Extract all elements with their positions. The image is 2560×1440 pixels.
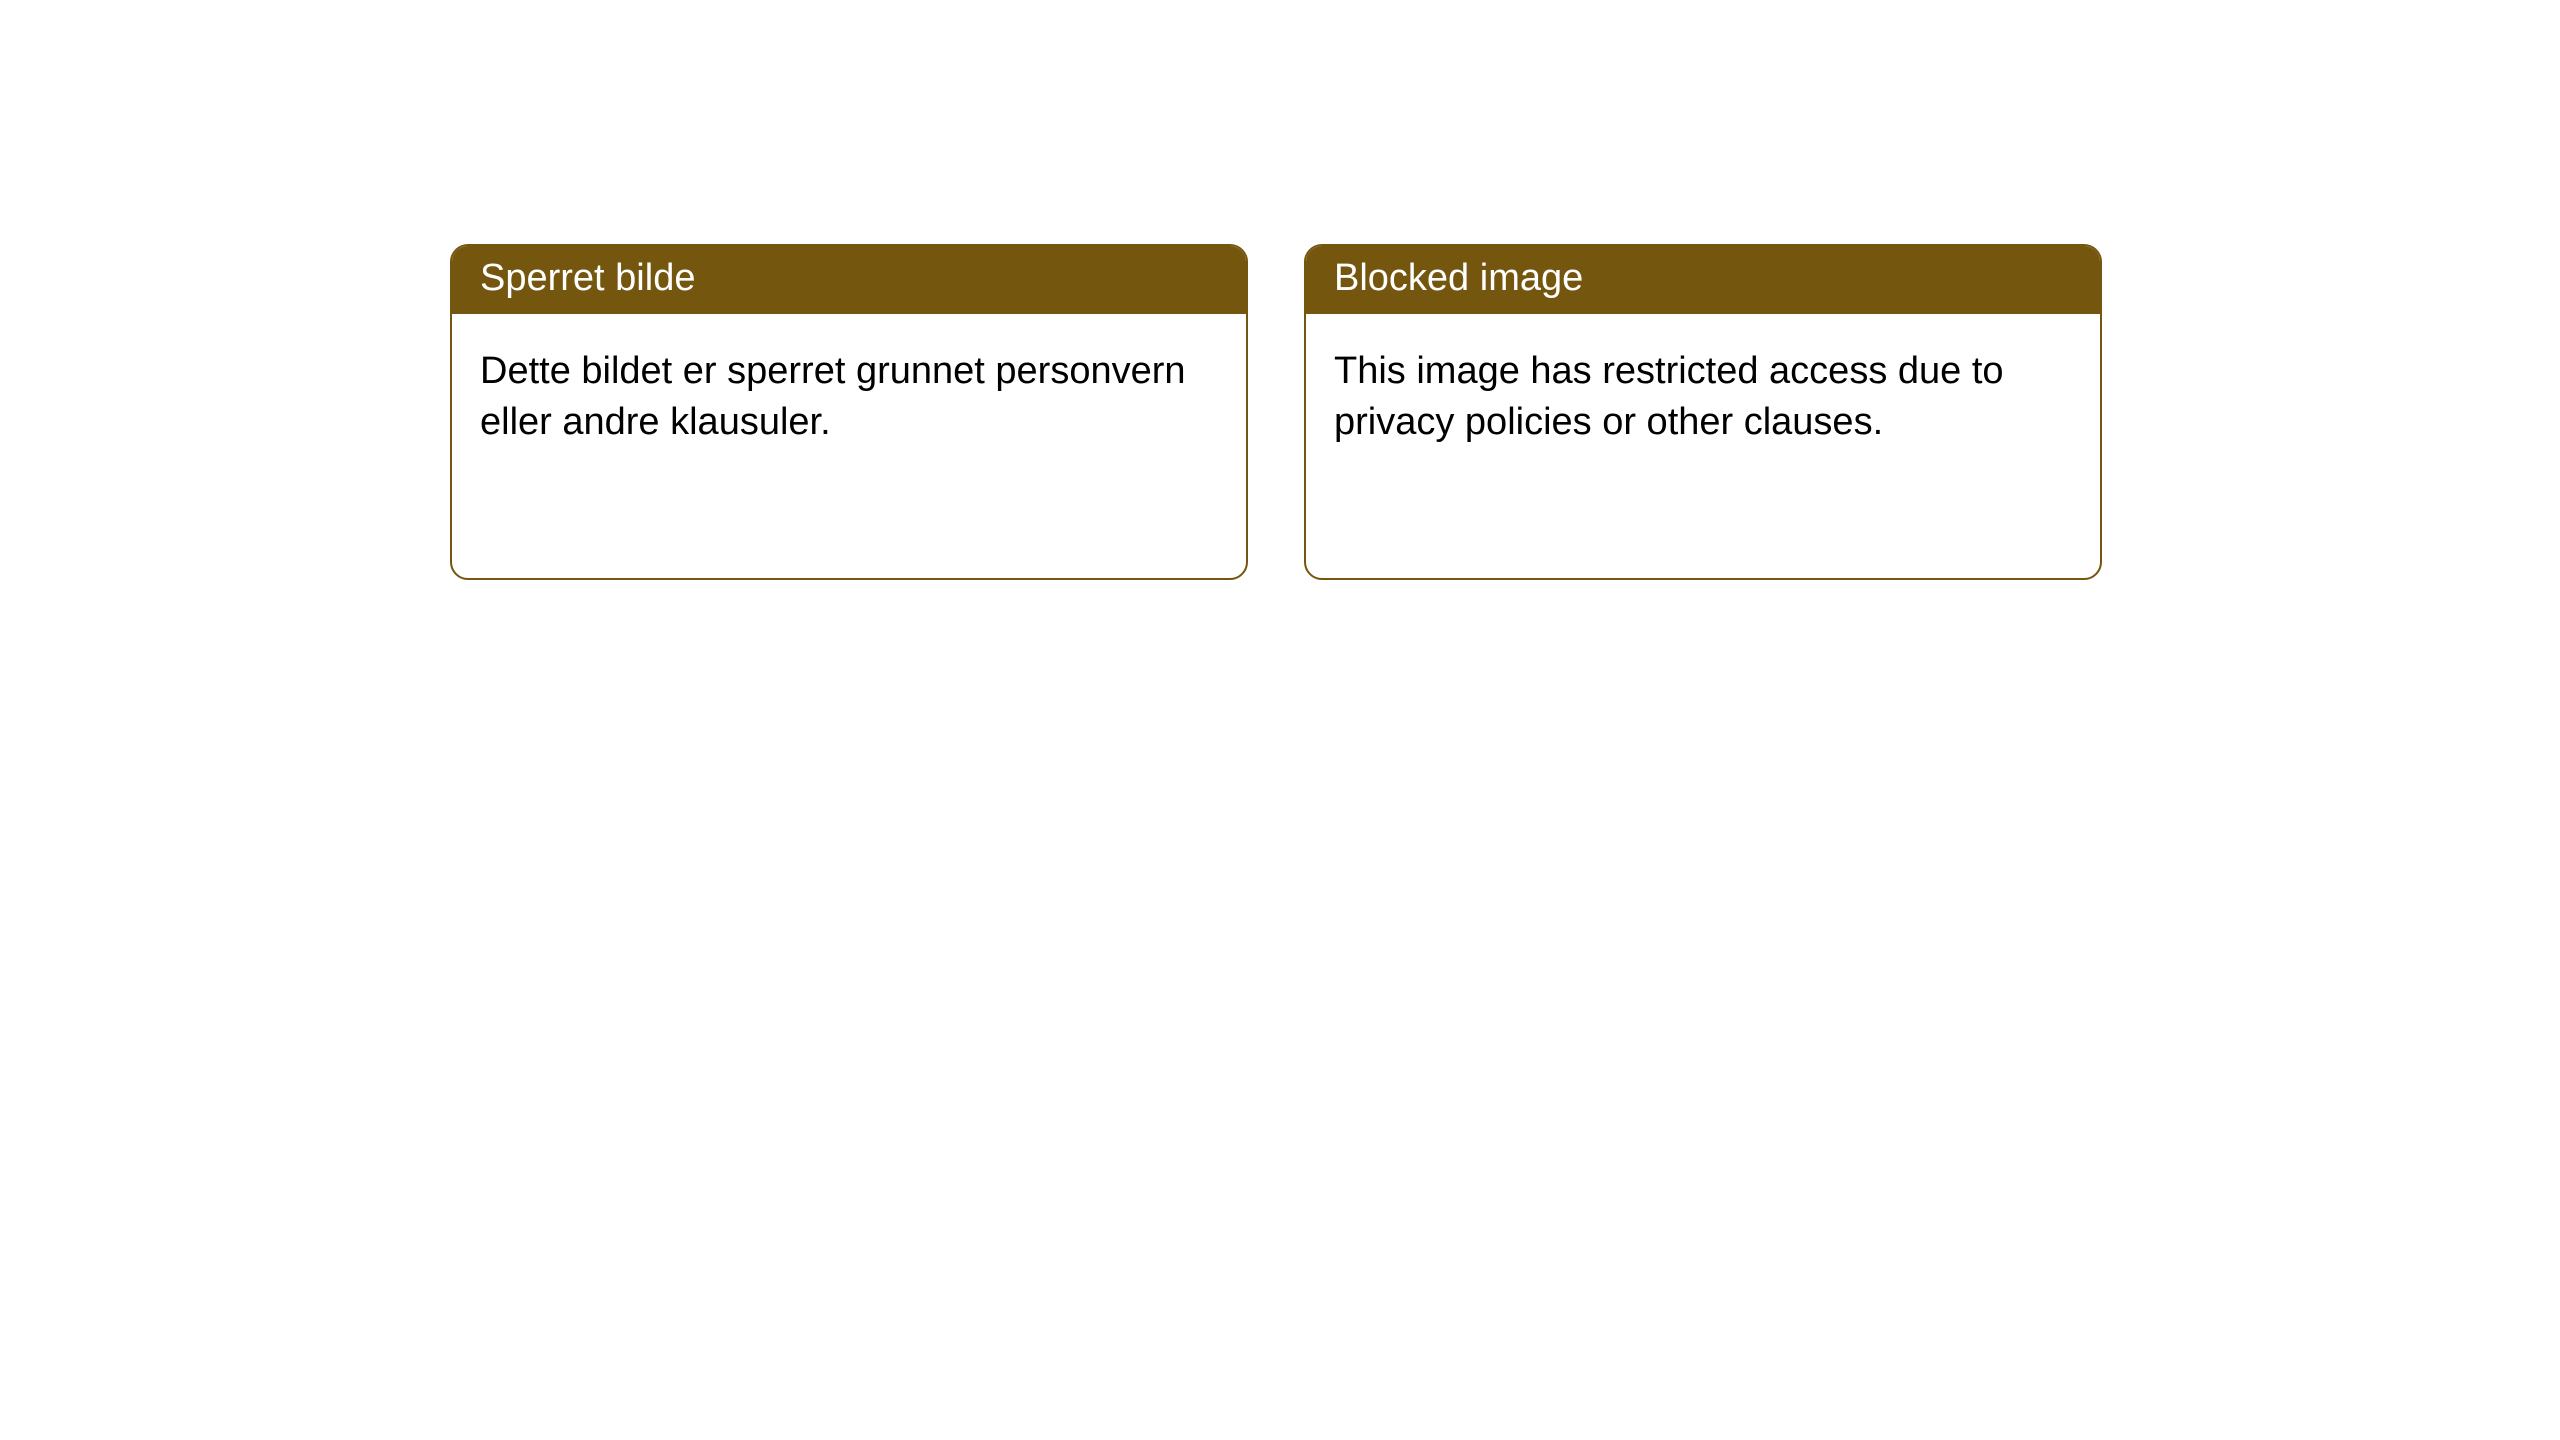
notice-card-container: Sperret bilde Dette bildet er sperret gr… — [450, 244, 2102, 580]
notice-card-body: This image has restricted access due to … — [1306, 314, 2100, 481]
notice-card-header: Sperret bilde — [452, 246, 1246, 314]
notice-card-norwegian: Sperret bilde Dette bildet er sperret gr… — [450, 244, 1248, 580]
notice-card-english: Blocked image This image has restricted … — [1304, 244, 2102, 580]
notice-card-body: Dette bildet er sperret grunnet personve… — [452, 314, 1246, 481]
notice-card-header: Blocked image — [1306, 246, 2100, 314]
